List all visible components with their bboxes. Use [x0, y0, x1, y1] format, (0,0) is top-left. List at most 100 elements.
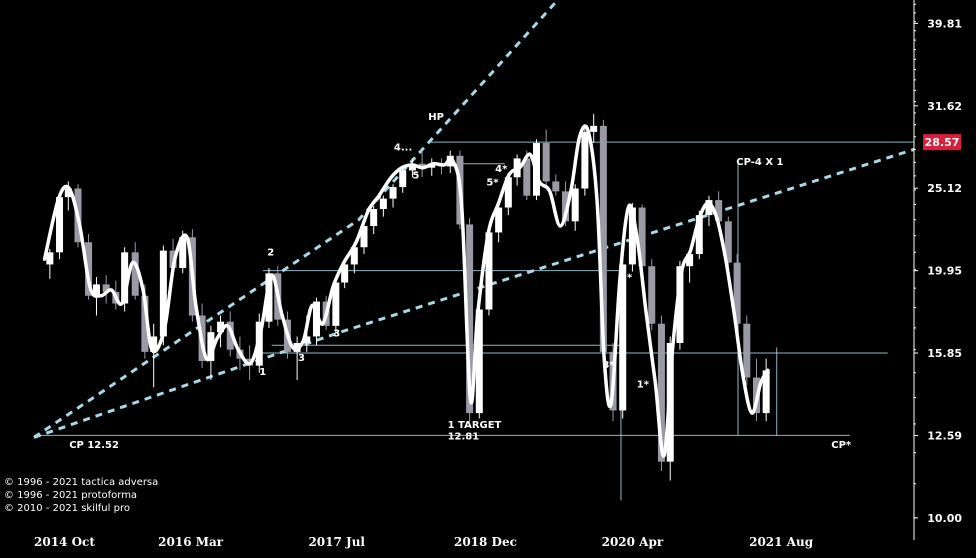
- annotation-label: CP-4 X 1: [736, 157, 783, 168]
- candle-up: [159, 250, 167, 337]
- annotation-label: 5*: [486, 178, 499, 189]
- annotation-label: 1*: [637, 379, 650, 390]
- candle-down: [131, 252, 139, 296]
- candle-up: [571, 188, 579, 222]
- candle-down: [562, 191, 570, 222]
- candle-down: [141, 295, 149, 352]
- y-tick-label: 12.59: [927, 429, 962, 442]
- candle-up: [217, 321, 225, 333]
- candle-down: [226, 321, 234, 350]
- trendlines: [33, 0, 915, 439]
- candle-down: [638, 207, 646, 267]
- candle-up: [56, 197, 64, 253]
- annotation-label: CP*: [831, 440, 852, 451]
- copyright-line-2: © 1996 - 2021 protoforma: [4, 490, 138, 501]
- y-tick-label: 25.12: [927, 182, 962, 195]
- annotation-label: CP 12.52: [69, 440, 119, 451]
- candle-up: [705, 200, 713, 216]
- candle-down: [657, 323, 665, 462]
- candle-down: [102, 284, 110, 292]
- candle-up: [312, 301, 320, 337]
- price-flag-label: 28.57: [925, 136, 960, 149]
- copyright-line-3: © 2010 - 2021 skilful pro: [4, 503, 130, 514]
- x-tick-label: 2014 Oct: [34, 535, 95, 549]
- annotation-label: 1: [259, 367, 266, 378]
- candle-up: [485, 232, 493, 310]
- annotation-label: 2*: [620, 273, 633, 284]
- x-tick-label: 2021 Aug: [749, 535, 814, 549]
- y-tick-label: 10.00: [927, 512, 962, 525]
- candle-up: [360, 226, 368, 248]
- candle-up: [303, 336, 311, 343]
- candle-down: [724, 221, 732, 263]
- candle-up: [350, 247, 358, 265]
- y-axis: 39.81 31.62 25.12 19.95 15.85 12.59 10.00: [913, 0, 962, 540]
- candle-down: [599, 125, 607, 352]
- candle-up: [150, 336, 158, 352]
- candle-up: [590, 125, 598, 132]
- candle-up: [581, 131, 589, 189]
- y-tick-label: 19.95: [927, 265, 962, 278]
- annotation-label: 5: [412, 171, 419, 182]
- x-axis: 2014 Oct 2016 Mar 2017 Jul 2018 Dec 2020 Apr…: [34, 535, 814, 549]
- candle-down: [733, 262, 741, 324]
- candle-up: [379, 198, 387, 210]
- candle-up: [332, 282, 340, 326]
- smooth-line: [42, 124, 770, 458]
- candle-down: [743, 323, 751, 378]
- annotation-label: HP: [428, 112, 444, 123]
- candle-up: [92, 284, 100, 296]
- x-tick-label: 2016 Mar: [158, 535, 224, 549]
- level-lines: [34, 141, 914, 501]
- x-tick-label: 2017 Jul: [308, 535, 365, 549]
- candle-down: [418, 163, 426, 168]
- trendline-0: [33, 0, 560, 439]
- y-tick-label: 31.62: [927, 100, 962, 113]
- annotation-label: 3: [333, 328, 340, 339]
- copyright-line-1: © 1996 - 2021 tactica adversa: [4, 477, 159, 488]
- candle-up: [762, 370, 770, 414]
- y-tick-label: 39.81: [927, 17, 962, 30]
- candle-down: [715, 200, 723, 222]
- x-tick-label: 2020 Apr: [602, 535, 664, 549]
- candle-down: [85, 242, 93, 296]
- candle-up: [676, 266, 684, 343]
- y-tick-label: 15.85: [927, 347, 962, 360]
- candle-up: [495, 207, 503, 233]
- annotation-label: 12.81: [448, 431, 480, 442]
- x-tick-label: 2018 Dec: [454, 535, 517, 549]
- trendline-1: [33, 147, 915, 439]
- candle-up: [207, 332, 215, 362]
- candle-down: [523, 158, 531, 196]
- annotation-label: 2: [267, 248, 274, 259]
- annotation-label: 3: [298, 353, 305, 364]
- candle-up: [695, 215, 703, 255]
- annotation-label: 4*: [495, 164, 508, 175]
- candle-up: [686, 254, 694, 267]
- annotation-label: 4...: [394, 143, 412, 154]
- price-flag-box: [923, 134, 961, 151]
- candle-up: [475, 309, 483, 414]
- candle-up: [408, 163, 416, 171]
- candle-up: [504, 177, 512, 208]
- candle-up: [265, 273, 273, 322]
- candle-up: [428, 165, 436, 168]
- candle-up: [399, 170, 407, 188]
- candle-up: [446, 155, 454, 167]
- candle-up: [370, 209, 378, 227]
- candle-up: [46, 252, 54, 265]
- candle-up: [64, 188, 72, 198]
- smooth-price-line: [42, 124, 770, 458]
- annotation-label: 1 TARGET: [448, 420, 502, 431]
- candlesticks: [46, 114, 770, 481]
- candle-up: [179, 237, 187, 268]
- annotation-label: 3*: [602, 360, 615, 371]
- candle-up: [628, 207, 636, 265]
- candle-up: [121, 252, 129, 304]
- candle-down: [552, 181, 560, 192]
- candle-down: [648, 266, 656, 324]
- candle-down: [542, 143, 550, 182]
- candle-up: [619, 264, 627, 411]
